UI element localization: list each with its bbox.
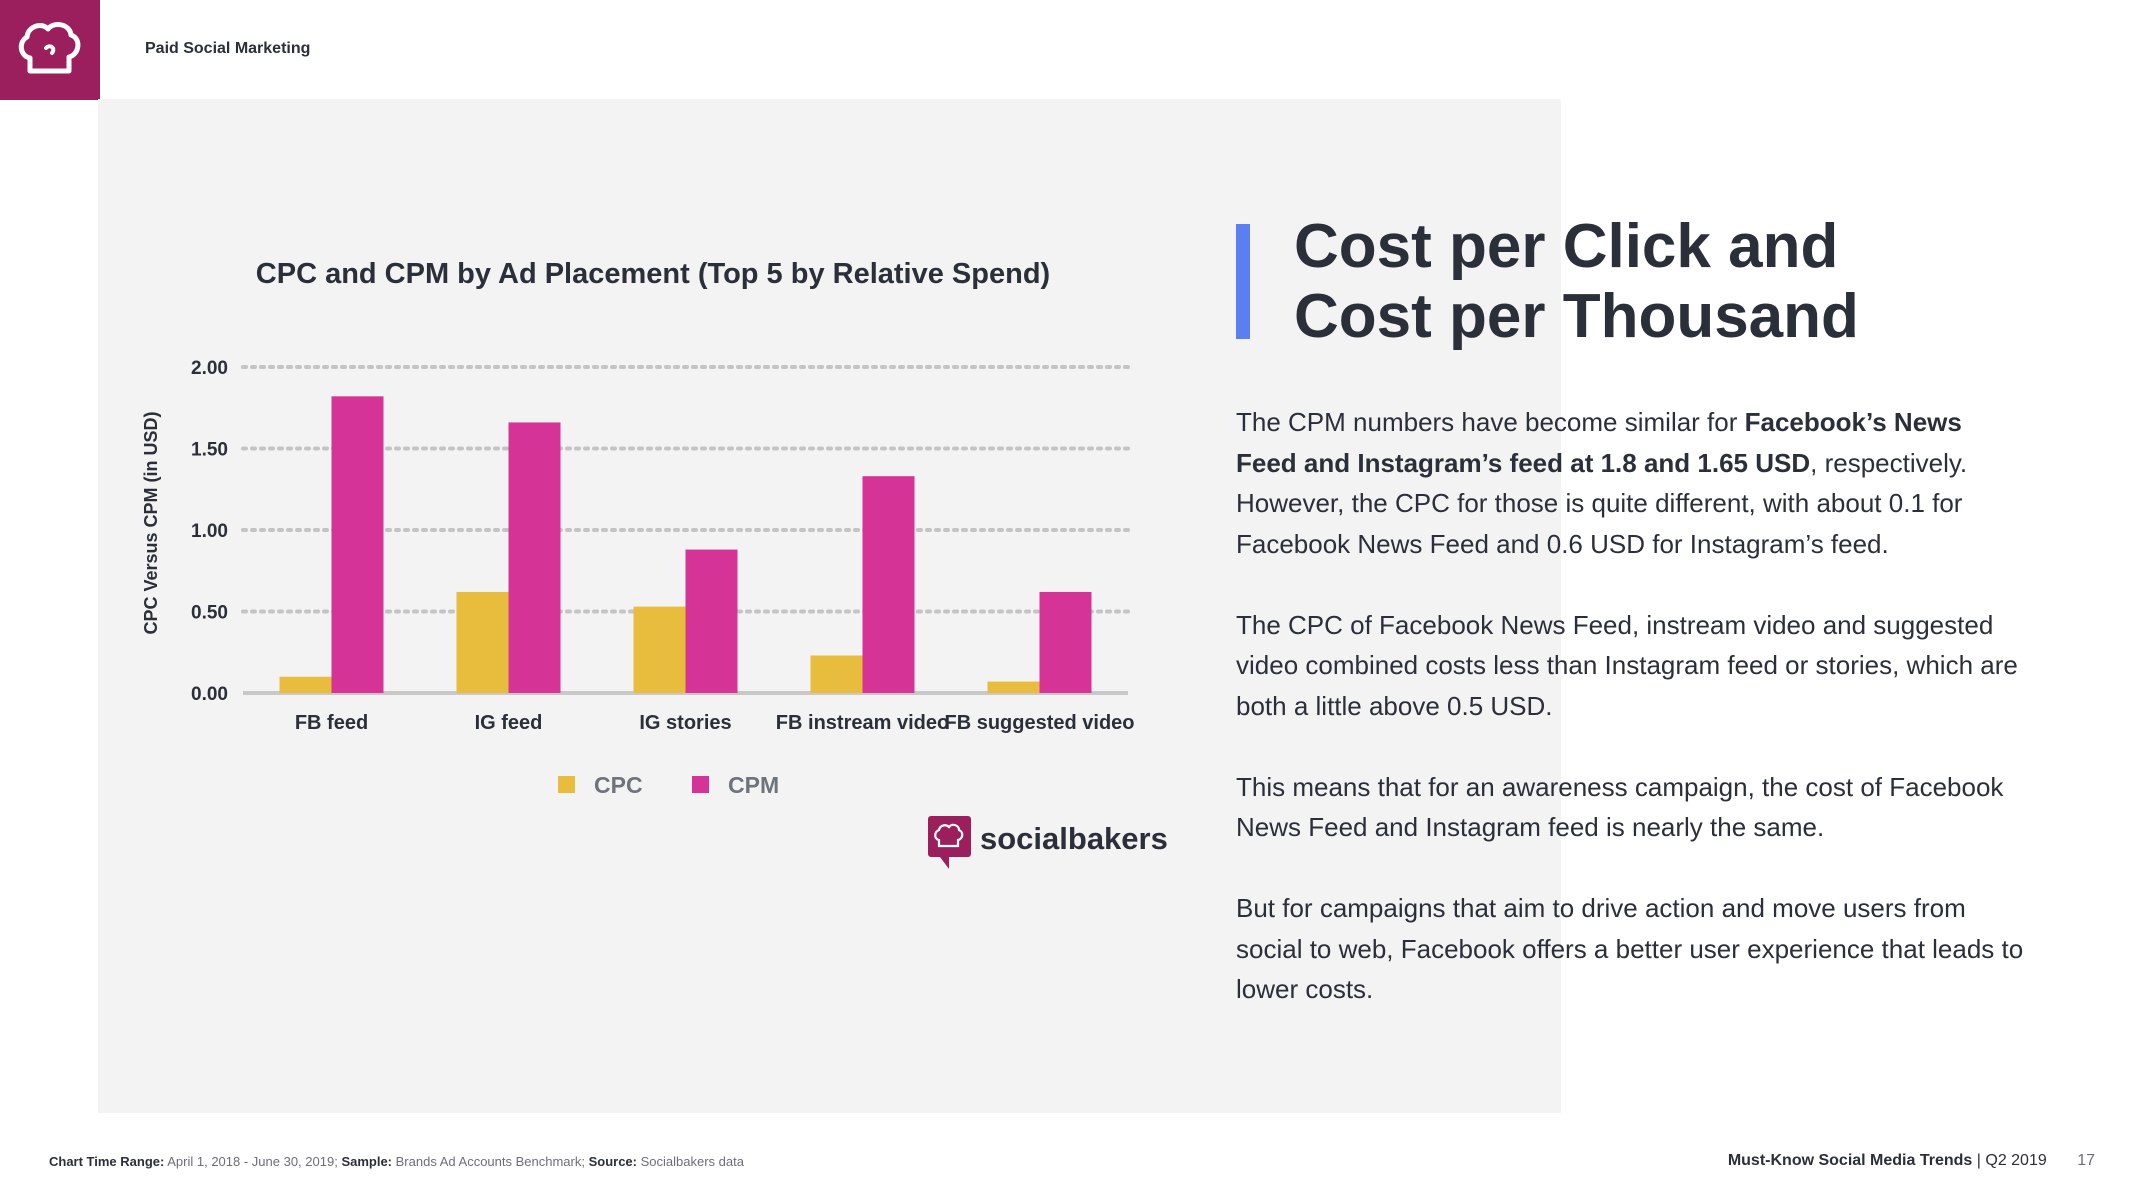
bar-chart: CPC and CPM by Ad Placement (Top 5 by Re…: [141, 258, 1168, 869]
legend-label-cpm: CPM: [728, 772, 779, 798]
bar-cpm: [508, 422, 561, 693]
chef-hat-icon: [18, 21, 81, 74]
socialbakers-logo: socialbakers: [928, 816, 1168, 869]
footnote-source-label: Source:: [588, 1154, 637, 1169]
bar-cpm: [331, 396, 384, 693]
chart-footnote: Chart Time Range: April 1, 2018 - June 3…: [49, 1154, 744, 1169]
y-axis-label: CPC Versus CPM (in USD): [141, 411, 161, 634]
x-tick-label: FB instream video: [776, 712, 949, 734]
y-tick-label: 2.00: [191, 358, 228, 379]
paragraph-1-rest: , respectively. However, the CPC for tho…: [1236, 447, 1968, 559]
footnote-source-value: Socialbakers data: [640, 1154, 744, 1169]
y-tick-label: 1.00: [191, 521, 228, 542]
bar-cpc: [456, 591, 509, 693]
bar-cpc: [279, 676, 332, 693]
legend-swatch-cpc: [558, 776, 575, 793]
article-body: The CPM numbers have become similar for …: [1236, 402, 2026, 1050]
bar-cpc: [633, 606, 686, 693]
section-title: Paid Social Marketing: [145, 40, 311, 57]
x-tick-label: FB suggested video: [944, 712, 1134, 734]
bar-cpm: [862, 476, 915, 693]
y-tick-label: 1.50: [191, 440, 228, 461]
y-tick-label: 0.50: [191, 603, 228, 624]
brand-mark-tail: [940, 857, 949, 869]
paragraph-3: This means that for an awareness campaig…: [1236, 771, 2004, 843]
x-tick-label: IG feed: [475, 712, 543, 734]
page-title: Cost per Click and Cost per Thousand: [1294, 212, 2054, 352]
headline-line-1: Cost per Click and: [1294, 212, 1839, 281]
bar-cpc: [987, 681, 1040, 693]
brand-name: socialbakers: [980, 821, 1168, 856]
footnote-sample-label: Sample:: [341, 1154, 393, 1169]
bar-cpm: [1039, 591, 1092, 693]
bar-cpc: [810, 655, 863, 693]
chart-title: CPC and CPM by Ad Placement (Top 5 by Re…: [256, 258, 1050, 290]
headline-accent-bar: [1236, 224, 1250, 339]
paragraph-1-highlight: Facebook’s News Feed and Instagram’s fee…: [1236, 407, 1962, 478]
paragraph-1-intro: The CPM numbers have become similar for: [1236, 407, 1745, 437]
page-number: 17: [2077, 1152, 2095, 1169]
chart-panel: CPC and CPM by Ad Placement (Top 5 by Re…: [98, 99, 1561, 1113]
x-tick-label: FB feed: [295, 712, 368, 734]
legend-label-cpc: CPC: [594, 772, 643, 798]
paragraph-2: The CPC of Facebook News Feed, instream …: [1236, 609, 2018, 721]
legend-swatch-cpm: [692, 776, 709, 793]
y-tick-label: 0.00: [191, 684, 228, 705]
bar-cpm: [685, 549, 738, 693]
brand-logo[interactable]: [0, 0, 100, 100]
report-title: Must-Know Social Media Trends: [1727, 1152, 1973, 1169]
headline-line-2: Cost per Thousand: [1294, 282, 1859, 351]
chef-hat-icon: [934, 823, 964, 848]
report-period: | Q2 2019: [1976, 1152, 2047, 1169]
paragraph-1: The CPM numbers have become similar for …: [1236, 402, 2026, 564]
x-tick-label: IG stories: [639, 712, 731, 734]
footnote-sample-value: Brands Ad Accounts Benchmark;: [395, 1154, 585, 1169]
footnote-range-value: April 1, 2018 - June 30, 2019;: [167, 1154, 338, 1169]
report-footer: Must-Know Social Media Trends | Q2 2019 …: [1728, 1152, 2095, 1170]
footnote-range-label: Chart Time Range:: [49, 1154, 165, 1169]
paragraph-4: But for campaigns that aim to drive acti…: [1236, 893, 2024, 1004]
